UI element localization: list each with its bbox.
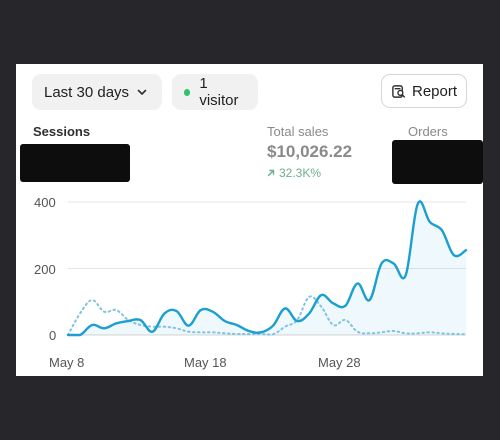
redacted-sessions-value: [20, 144, 130, 182]
report-icon: [391, 84, 406, 99]
x-tick-label: May 18: [184, 355, 227, 370]
x-tick-label: May 28: [318, 355, 361, 370]
live-dot-icon: [184, 89, 190, 96]
redacted-orders-value: [392, 140, 483, 184]
orders-metric[interactable]: Orders: [408, 124, 448, 139]
total-sales-delta-value: 32.3K%: [279, 166, 321, 180]
date-range-label: Last 30 days: [44, 84, 129, 101]
date-range-button[interactable]: Last 30 days: [32, 74, 162, 110]
y-tick-label: 400: [34, 195, 56, 210]
x-axis: May 8 May 18 May 28: [49, 355, 361, 370]
sessions-line-chart: 400 200 0 May 8 May 18 May 28: [16, 190, 483, 376]
orders-label: Orders: [408, 124, 448, 139]
report-label: Report: [412, 83, 457, 100]
y-axis: 400 200 0: [34, 195, 56, 343]
arrow-up-right-icon: [267, 169, 275, 177]
total-sales-metric[interactable]: Total sales $10,026.22 32.3K%: [267, 124, 352, 180]
report-button[interactable]: Report: [381, 74, 467, 108]
sessions-label: Sessions: [33, 124, 90, 139]
live-visitors-badge[interactable]: 1 visitor: [172, 74, 258, 110]
total-sales-value: $10,026.22: [267, 142, 352, 162]
total-sales-label: Total sales: [267, 124, 352, 139]
x-tick-label: May 8: [49, 355, 84, 370]
toolbar: Last 30 days 1 visitor Report: [32, 74, 467, 110]
sessions-metric[interactable]: Sessions: [33, 124, 90, 139]
chevron-down-icon: [137, 87, 147, 97]
y-tick-label: 0: [49, 328, 56, 343]
total-sales-delta: 32.3K%: [267, 166, 352, 180]
y-tick-label: 200: [34, 262, 56, 277]
analytics-card: Last 30 days 1 visitor Report Sessions T…: [16, 64, 483, 376]
live-visitors-label: 1 visitor: [199, 75, 246, 109]
